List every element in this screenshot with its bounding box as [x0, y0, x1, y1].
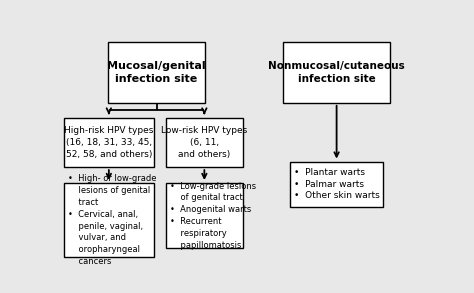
Text: Mucosal/genital
infection site: Mucosal/genital infection site — [107, 61, 206, 84]
Text: Low-risk HPV types
(6, 11,
and others): Low-risk HPV types (6, 11, and others) — [161, 126, 247, 159]
FancyBboxPatch shape — [283, 42, 390, 103]
FancyBboxPatch shape — [290, 161, 383, 207]
Text: High-risk HPV types
(16, 18, 31, 33, 45,
52, 58, and others): High-risk HPV types (16, 18, 31, 33, 45,… — [64, 126, 154, 159]
FancyBboxPatch shape — [64, 117, 154, 167]
Text: •  High- or low-grade
    lesions of genital
    tract
•  Cervical, anal,
    pe: • High- or low-grade lesions of genital … — [68, 174, 157, 266]
FancyBboxPatch shape — [64, 183, 154, 257]
FancyBboxPatch shape — [166, 117, 243, 167]
FancyBboxPatch shape — [166, 183, 243, 248]
Text: Nonmucosal/cutaneous
infection site: Nonmucosal/cutaneous infection site — [268, 61, 405, 84]
Text: •  Plantar warts
•  Palmar warts
•  Other skin warts: • Plantar warts • Palmar warts • Other s… — [294, 168, 380, 200]
FancyBboxPatch shape — [108, 42, 205, 103]
Text: •  Low-grade lesions
    of genital tract
•  Anogenital warts
•  Recurrent
    r: • Low-grade lesions of genital tract • A… — [170, 182, 256, 250]
